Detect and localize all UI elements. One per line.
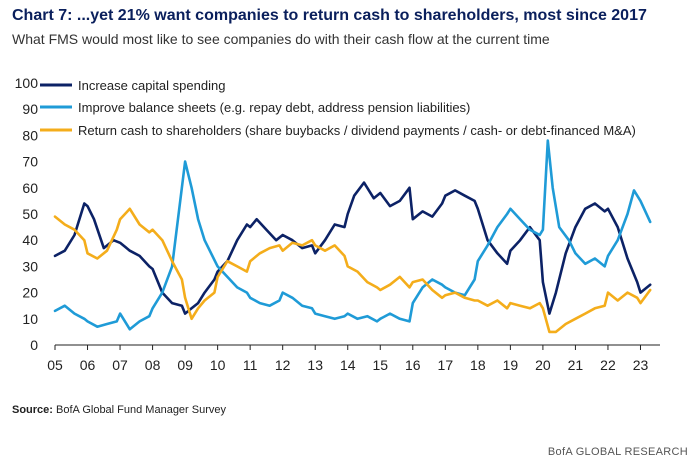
series-line-balance [53, 139, 652, 331]
x-tick-label: 14 [340, 357, 356, 373]
y-tick-label: 60 [22, 180, 38, 196]
x-tick-label: 13 [307, 357, 323, 373]
source-text: BofA Global Fund Manager Survey [52, 404, 227, 416]
y-tick-label: 40 [22, 232, 38, 248]
x-tick-label: 12 [275, 357, 291, 373]
x-tick-label: 16 [405, 357, 421, 373]
x-tick-label: 08 [145, 357, 161, 373]
chart-title: Chart 7: ...yet 21% want companies to re… [12, 7, 647, 24]
y-tick-label: 80 [22, 127, 38, 143]
plot-area [53, 139, 652, 334]
x-tick-label: 17 [438, 357, 454, 373]
source-label: Source: [12, 404, 53, 416]
legend-label-return: Return cash to shareholders (share buyba… [78, 123, 636, 138]
series-line-return [53, 207, 652, 334]
x-tick-label: 23 [633, 357, 649, 373]
axes: 0 10 20 30 40 50 60 70 80 90 100 05 06 07 08 09 10 11 12 13… [15, 75, 660, 373]
y-tick-label: 10 [22, 311, 38, 327]
x-tick-label: 21 [568, 357, 584, 373]
x-tick-label: 06 [80, 357, 96, 373]
x-tick-label: 09 [177, 357, 193, 373]
y-tick-label: 20 [22, 285, 38, 301]
x-tick-label: 20 [535, 357, 551, 373]
series-line-capex [53, 181, 652, 315]
x-tick-label: 22 [600, 357, 616, 373]
source-note: Source: BofA Global Fund Manager Survey [12, 404, 226, 416]
legend-label-capex: Increase capital spending [78, 78, 225, 93]
x-tick-label: 19 [503, 357, 519, 373]
y-tick-label: 0 [30, 337, 38, 353]
legend: Increase capital spending Improve balanc… [40, 78, 636, 138]
y-tick-label: 50 [22, 206, 38, 222]
y-tick-label: 90 [22, 101, 38, 117]
x-tick-label: 15 [372, 357, 388, 373]
x-tick-label: 11 [243, 357, 258, 373]
legend-label-balance: Improve balance sheets (e.g. repay debt,… [78, 100, 470, 115]
x-tick-label: 18 [470, 357, 486, 373]
x-tick-label: 05 [47, 357, 63, 373]
y-tick-label: 70 [22, 154, 38, 170]
chart-subtitle: What FMS would most like to see companie… [12, 31, 550, 47]
y-tick-label: 30 [22, 258, 38, 274]
y-tick-label: 100 [15, 75, 39, 91]
x-tick-label: 07 [112, 357, 128, 373]
line-chart: Increase capital spending Improve balanc… [15, 75, 660, 373]
x-tick-label: 10 [210, 357, 226, 373]
brand-footer: BofA GLOBAL RESEARCH [547, 446, 688, 458]
